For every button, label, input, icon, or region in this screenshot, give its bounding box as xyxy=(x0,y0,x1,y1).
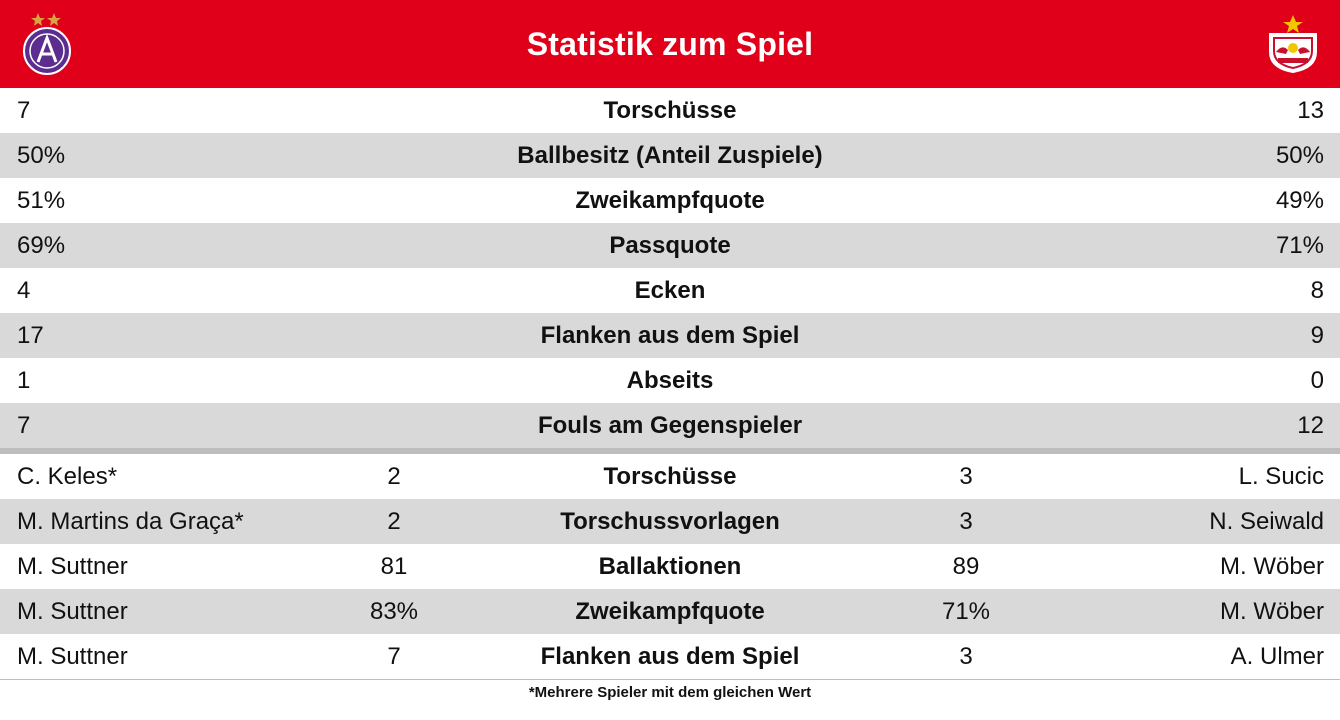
home-value: 7 xyxy=(17,412,31,439)
away-player-value: 3 xyxy=(959,643,973,670)
footnote: *Mehrere Spieler mit dem gleichen Wert xyxy=(528,684,812,701)
away-player-name: M. Wöber xyxy=(1219,598,1324,625)
player-stat-row: M. Suttner 7 Flanken aus dem Spiel 3 A. … xyxy=(0,634,1340,679)
away-player-value: 89 xyxy=(952,553,980,580)
home-value: 7 xyxy=(17,97,31,124)
bottom-divider xyxy=(0,679,1340,680)
player-stats-table: C. Keles* 2 Torschüsse 3 L. Sucic M. Mar… xyxy=(0,454,1340,679)
player-stat-row: M. Suttner 83% Zweikampfquote 71% M. Wöb… xyxy=(0,589,1340,634)
stat-label: Flanken aus dem Spiel xyxy=(540,643,800,670)
team-stat-row: 7 Torschüsse 13 xyxy=(0,88,1340,133)
home-value: 51% xyxy=(17,187,66,214)
home-player-name: M. Suttner xyxy=(17,553,128,580)
away-player-name: N. Seiwald xyxy=(1209,508,1324,535)
home-value: 4 xyxy=(17,277,31,304)
home-player-name: M. Suttner xyxy=(17,598,128,625)
stat-label: Abseits xyxy=(626,367,714,394)
away-player-name: L. Sucic xyxy=(1238,463,1324,490)
home-player-value: 2 xyxy=(387,463,401,490)
home-value: 17 xyxy=(17,322,44,349)
away-player-value: 71% xyxy=(941,598,991,625)
away-value: 8 xyxy=(1310,277,1324,304)
page-title: Statistik zum Spiel xyxy=(526,25,814,62)
header-bar: Statistik zum Spiel xyxy=(0,0,1340,88)
home-player-value: 83% xyxy=(369,598,419,625)
stat-label: Torschussvorlagen xyxy=(560,508,780,535)
team-stats-table: 7 Torschüsse 13 50% Ballbesitz (Anteil Z… xyxy=(0,88,1340,448)
stat-label: Torschüsse xyxy=(603,463,737,490)
home-player-name: M. Suttner xyxy=(17,643,128,670)
away-value: 13 xyxy=(1297,97,1324,124)
stat-label: Zweikampfquote xyxy=(575,187,765,214)
team-stat-row: 51% Zweikampfquote 49% xyxy=(0,178,1340,223)
stat-label: Fouls am Gegenspieler xyxy=(537,412,803,439)
home-player-name: C. Keles* xyxy=(17,463,118,490)
away-value: 49% xyxy=(1275,187,1324,214)
away-player-name: M. Wöber xyxy=(1219,553,1324,580)
home-value: 50% xyxy=(17,142,66,169)
away-value: 9 xyxy=(1310,322,1324,349)
stat-label: Ballbesitz (Anteil Zuspiele) xyxy=(517,142,823,169)
player-stat-row: M. Suttner 81 Ballaktionen 89 M. Wöber xyxy=(0,544,1340,589)
home-player-value: 81 xyxy=(380,553,408,580)
away-player-value: 3 xyxy=(959,508,973,535)
away-player-value: 3 xyxy=(959,463,973,490)
home-player-value: 7 xyxy=(387,643,401,670)
team-stat-row: 4 Ecken 8 xyxy=(0,268,1340,313)
team-stat-row: 50% Ballbesitz (Anteil Zuspiele) 50% xyxy=(0,133,1340,178)
away-value: 71% xyxy=(1275,232,1324,259)
stat-label: Ecken xyxy=(634,277,706,304)
section-divider xyxy=(0,448,1340,454)
team-stat-row: 69% Passquote 71% xyxy=(0,223,1340,268)
austria-wien-crest-icon xyxy=(23,13,71,75)
player-stat-row: C. Keles* 2 Torschüsse 3 L. Sucic xyxy=(0,454,1340,499)
home-player-name: M. Martins da Graça* xyxy=(17,508,244,535)
team-stat-row: 7 Fouls am Gegenspieler 12 xyxy=(0,403,1340,448)
away-value: 0 xyxy=(1310,367,1324,394)
away-value: 12 xyxy=(1297,412,1324,439)
away-value: 50% xyxy=(1275,142,1324,169)
stat-label: Flanken aus dem Spiel xyxy=(540,322,800,349)
stat-label: Ballaktionen xyxy=(598,553,742,580)
stat-label: Passquote xyxy=(609,232,731,259)
team-stat-row: 17 Flanken aus dem Spiel 9 xyxy=(0,313,1340,358)
home-player-value: 2 xyxy=(387,508,401,535)
player-stat-row: M. Martins da Graça* 2 Torschussvorlagen… xyxy=(0,499,1340,544)
stat-label: Torschüsse xyxy=(603,97,737,124)
team-stat-row: 1 Abseits 0 xyxy=(0,358,1340,403)
home-value: 1 xyxy=(17,367,31,394)
stat-label: Zweikampfquote xyxy=(575,598,765,625)
home-value: 69% xyxy=(17,232,66,259)
away-player-name: A. Ulmer xyxy=(1230,643,1324,670)
red-bull-salzburg-crest-icon xyxy=(1269,15,1317,74)
